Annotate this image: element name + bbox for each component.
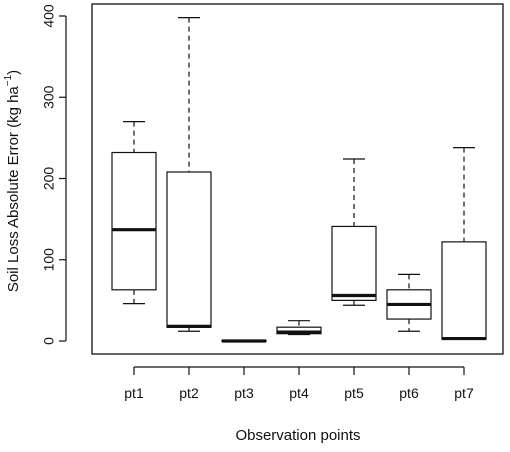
- iqr-box: [111, 151, 157, 291]
- box-pt6: [386, 273, 432, 332]
- y-tick-label: 200: [41, 167, 57, 191]
- boxes: [111, 17, 487, 343]
- x-tick-label: pt5: [344, 385, 364, 401]
- box-pt2: [166, 17, 212, 332]
- box-pt4: [276, 320, 322, 336]
- y-axis-title-close: ): [5, 70, 22, 75]
- y-tick-label: 100: [41, 248, 57, 272]
- iqr-box: [441, 241, 487, 340]
- iqr-box: [276, 326, 322, 335]
- y-tick-label: 300: [41, 85, 57, 109]
- x-tick-label: pt6: [399, 385, 419, 401]
- y-axis: 0 100 200 300 400: [41, 4, 67, 345]
- x-axis-title: Observation points: [235, 427, 360, 444]
- box-pt3: [221, 339, 267, 343]
- x-tick-label: pt1: [124, 385, 144, 401]
- y-tick-label: 0: [41, 337, 57, 345]
- box-pt5: [331, 158, 377, 306]
- plot-frame: [91, 3, 504, 355]
- y-axis-title-main: Soil Loss Absolute Error (kg ha: [5, 86, 22, 293]
- iqr-box: [166, 171, 212, 328]
- x-tick-label: pt2: [179, 385, 199, 401]
- y-axis-title-superscript: −1: [3, 74, 14, 86]
- y-axis-title: Soil Loss Absolute Error (kg ha−1): [3, 70, 22, 292]
- y-tick-label: 400: [41, 4, 57, 28]
- x-tick-label: pt3: [234, 385, 254, 401]
- x-tick-label: pt7: [454, 385, 474, 401]
- x-axis: pt1 pt2 pt3 pt4 pt5 pt6 pt7: [124, 366, 474, 401]
- box-pt7: [441, 147, 487, 341]
- iqr-box: [331, 225, 377, 301]
- box-pt1: [111, 121, 157, 305]
- x-tick-label: pt4: [289, 385, 309, 401]
